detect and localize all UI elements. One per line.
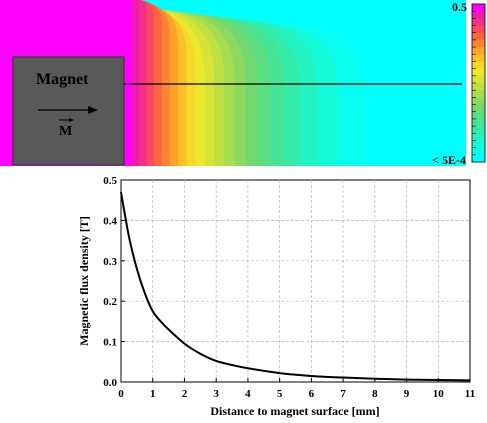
colorbar-segment xyxy=(472,39,485,48)
flux-density-line xyxy=(120,191,471,382)
colorbar-segment xyxy=(472,54,485,62)
colorbar-segment xyxy=(472,147,485,156)
colorbar-segment xyxy=(472,4,485,12)
colorbar-segment xyxy=(472,118,485,127)
colorbar-frame xyxy=(471,3,486,163)
x-tick-label: 8 xyxy=(372,388,378,400)
colorbar-segment xyxy=(472,75,485,84)
x-tick-label: 0 xyxy=(118,388,124,400)
colorbar-segment xyxy=(472,18,485,26)
x-tick-label: 7 xyxy=(340,388,346,400)
colorbar-segment xyxy=(472,68,485,77)
x-tick-label: 10 xyxy=(433,388,445,400)
colorbar-segment xyxy=(472,140,485,148)
colorbar-segment xyxy=(472,47,485,55)
colorbar-min-label: < 5E-4 xyxy=(432,153,466,167)
vector-arrow-head xyxy=(69,118,74,122)
y-tick-label: 0.5 xyxy=(103,175,117,187)
colorbar-segment xyxy=(472,11,485,19)
x-tick-label: 4 xyxy=(245,388,251,400)
colorbar-segment xyxy=(472,61,485,69)
colorbar-max-label: 0.5 xyxy=(452,0,467,14)
x-tick-label: 6 xyxy=(309,388,315,400)
colorbar-segment xyxy=(472,90,485,98)
y-tick-label: 0.3 xyxy=(103,256,117,268)
x-tick-label: 3 xyxy=(213,388,219,400)
y-tick-label: 0.4 xyxy=(103,215,117,227)
x-axis-label: Distance to magnet surface [mm] xyxy=(210,404,379,418)
colorbar-segment xyxy=(472,133,485,141)
magnetization-label: M xyxy=(59,124,72,139)
y-axis-ticks: 0.0 0.1 0.2 0.3 0.4 0.5 xyxy=(103,175,125,389)
colorbar xyxy=(471,3,486,163)
x-tick-label: 11 xyxy=(465,388,475,400)
colorbar-segment xyxy=(472,104,485,113)
x-tick-label: 2 xyxy=(182,388,188,400)
colorbar-segment xyxy=(472,111,485,120)
colorbar-segment xyxy=(472,32,485,41)
grid xyxy=(121,180,470,382)
magnetization-arrow xyxy=(38,106,98,114)
magnet xyxy=(12,56,125,166)
colorbar-segment xyxy=(472,126,485,134)
colorbar-segment xyxy=(472,97,485,105)
field-map: Magnet M 0.5 < 5E-4 xyxy=(0,0,486,167)
x-tick-label: 1 xyxy=(150,388,156,400)
y-tick-label: 0.0 xyxy=(103,377,117,389)
x-axis-ticks: 0 1 2 3 4 5 6 7 8 9 10 11 xyxy=(118,378,475,400)
x-tick-label: 9 xyxy=(404,388,410,400)
y-axis-label: Magnetic flux density [T] xyxy=(77,216,91,346)
y-tick-label: 0.1 xyxy=(103,337,117,349)
plot-area xyxy=(120,179,471,383)
flux-density-chart: 0 1 2 3 4 5 6 7 8 9 10 11 0.0 0.1 0.2 0.3 0.4 0.5 Distan… xyxy=(77,175,475,418)
colorbar-segment xyxy=(472,25,485,34)
x-tick-label: 5 xyxy=(277,388,283,400)
colorbar-segment xyxy=(472,83,485,91)
colorbar-segment xyxy=(472,154,485,163)
series-layer xyxy=(120,191,471,382)
y-tick-label: 0.2 xyxy=(103,296,117,308)
magnet-label: Magnet xyxy=(36,71,89,88)
